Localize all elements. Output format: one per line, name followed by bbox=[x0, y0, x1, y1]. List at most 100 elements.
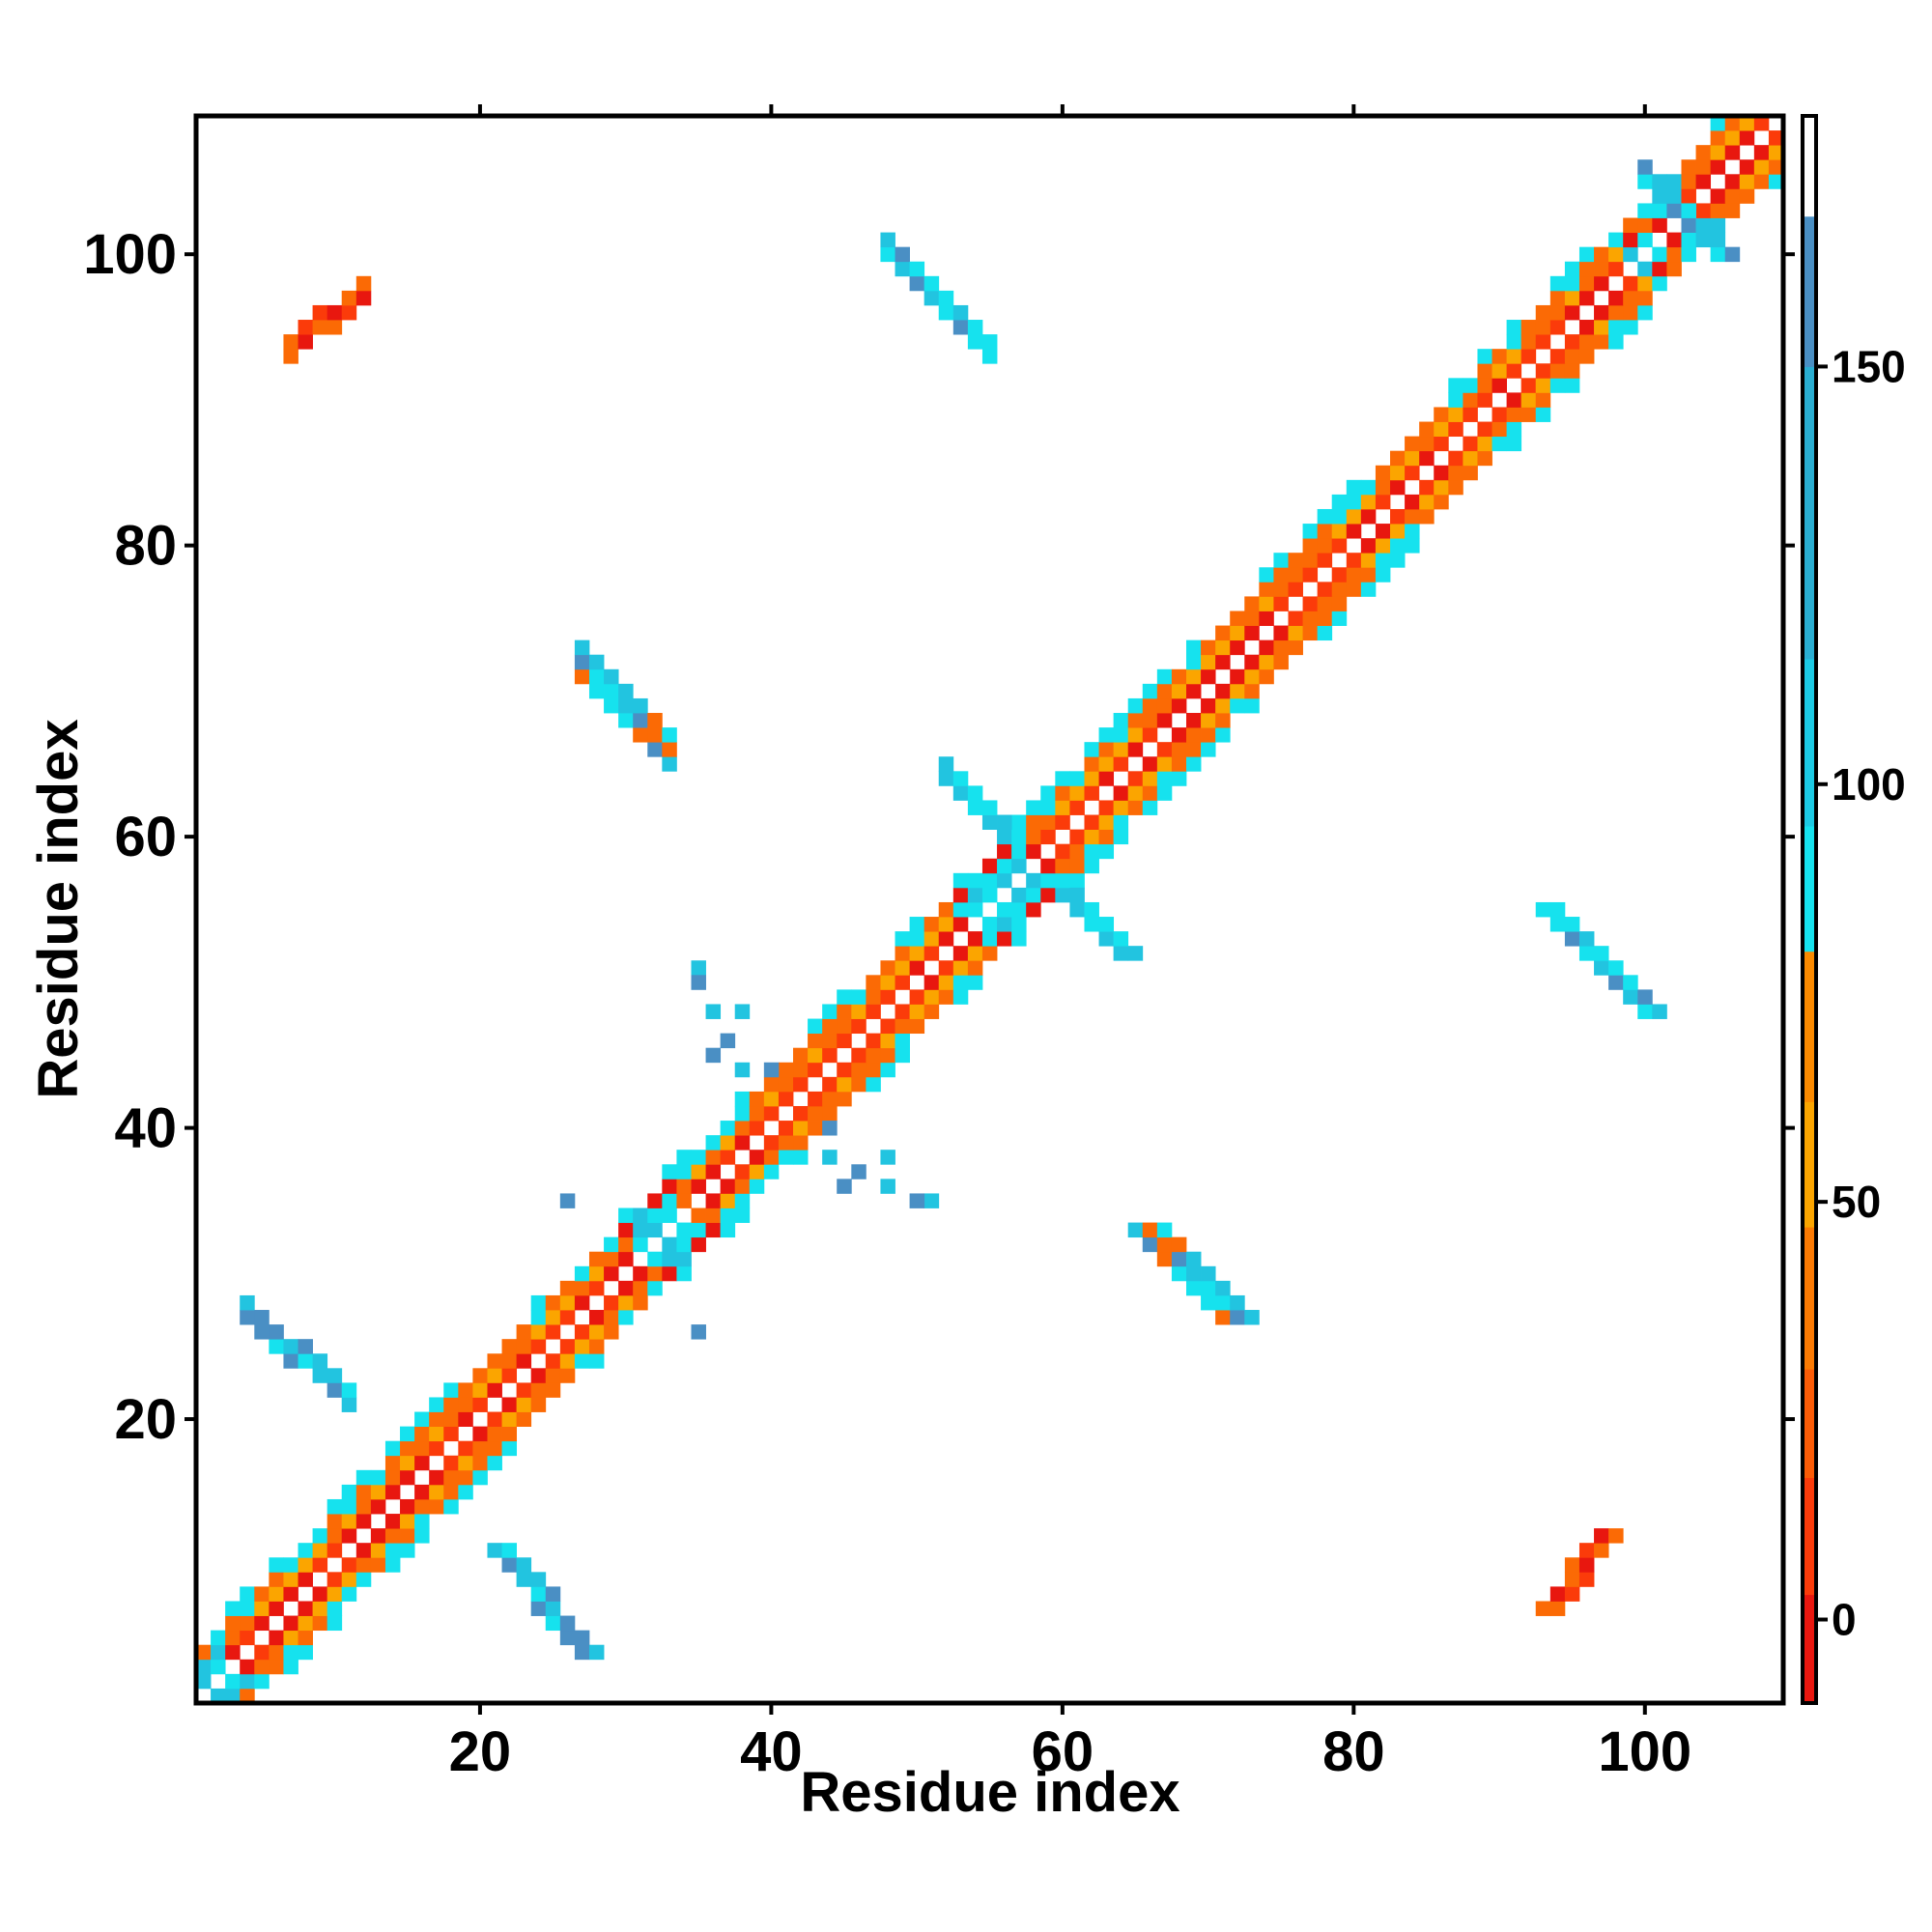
heatmap-cell bbox=[370, 1484, 386, 1500]
heatmap-cell bbox=[647, 1280, 663, 1296]
heatmap-cell bbox=[1069, 829, 1085, 845]
heatmap-cell bbox=[763, 1105, 780, 1122]
heatmap-cell bbox=[909, 931, 925, 947]
heatmap-cell bbox=[720, 1033, 736, 1049]
heatmap-cell bbox=[676, 1251, 692, 1267]
heatmap-cell bbox=[895, 1047, 910, 1064]
heatmap-cell bbox=[1652, 275, 1667, 292]
heatmap-cell bbox=[691, 1324, 706, 1340]
heatmap-cell bbox=[1652, 174, 1667, 189]
heatmap-cell bbox=[1215, 639, 1231, 656]
heatmap-cell bbox=[429, 1498, 444, 1515]
heatmap-cell bbox=[1594, 246, 1609, 263]
heatmap-cell bbox=[822, 1004, 838, 1019]
heatmap-cell bbox=[458, 1411, 473, 1427]
heatmap-cell bbox=[618, 1280, 634, 1296]
heatmap-cell bbox=[1710, 246, 1726, 263]
heatmap-cell bbox=[1302, 625, 1319, 641]
heatmap-cell bbox=[981, 858, 998, 874]
heatmap-cell bbox=[341, 1528, 357, 1544]
heatmap-cell bbox=[1448, 421, 1463, 438]
heatmap-cell bbox=[1185, 727, 1202, 743]
heatmap-cell bbox=[967, 785, 983, 801]
heatmap-cell bbox=[1492, 407, 1507, 422]
heatmap-cell bbox=[1535, 378, 1551, 393]
colorbar-band bbox=[1803, 1594, 1816, 1704]
heatmap-cell bbox=[662, 1251, 677, 1267]
heatmap-cell bbox=[254, 1644, 270, 1661]
heatmap-cell bbox=[952, 960, 969, 976]
heatmap-cell bbox=[880, 246, 895, 263]
colorbar-tick-label: 150 bbox=[1832, 341, 1906, 391]
heatmap-cell bbox=[778, 1062, 794, 1078]
heatmap-cell bbox=[1375, 524, 1391, 539]
heatmap-cell bbox=[1346, 553, 1362, 568]
heatmap-cell bbox=[530, 1397, 547, 1412]
heatmap-cell bbox=[1448, 378, 1463, 393]
heatmap-cell bbox=[895, 946, 910, 961]
heatmap-cell bbox=[211, 1659, 226, 1675]
heatmap-cell bbox=[1390, 553, 1406, 568]
heatmap-cell bbox=[384, 1528, 401, 1544]
heatmap-cell bbox=[1564, 1572, 1580, 1587]
y-axis-label: Residue index bbox=[27, 719, 90, 1098]
heatmap-cell bbox=[1549, 378, 1566, 393]
heatmap-cell bbox=[1201, 639, 1216, 656]
heatmap-cell bbox=[1637, 261, 1653, 277]
heatmap-cell bbox=[1098, 756, 1115, 772]
heatmap-cell bbox=[414, 1498, 430, 1515]
heatmap-cell bbox=[1302, 553, 1319, 568]
heatmap-cell bbox=[472, 1469, 488, 1486]
heatmap-cell bbox=[705, 1193, 722, 1208]
heatmap-cell bbox=[952, 917, 969, 932]
heatmap-cell bbox=[355, 1469, 372, 1486]
heatmap-cell bbox=[341, 1382, 357, 1398]
heatmap-cell bbox=[633, 1208, 648, 1223]
heatmap-cell bbox=[312, 320, 328, 335]
heatmap-cell bbox=[355, 1484, 372, 1500]
heatmap-cell bbox=[938, 771, 954, 786]
heatmap-cell bbox=[604, 1310, 619, 1325]
heatmap-cell bbox=[895, 931, 910, 947]
heatmap-cell bbox=[1288, 611, 1303, 626]
heatmap-cell bbox=[851, 1018, 867, 1035]
heatmap-cell bbox=[997, 901, 1012, 918]
heatmap-cell bbox=[1753, 145, 1770, 160]
heatmap-cell bbox=[1535, 392, 1551, 408]
heatmap-cell bbox=[1724, 188, 1741, 204]
heatmap-cell bbox=[633, 1236, 648, 1253]
heatmap-cell bbox=[298, 1339, 313, 1354]
heatmap-cell bbox=[384, 1469, 401, 1486]
heatmap-cell bbox=[1156, 668, 1173, 685]
heatmap-cell bbox=[837, 1004, 852, 1019]
heatmap-cell bbox=[793, 1047, 809, 1064]
heatmap-cell bbox=[866, 1047, 881, 1064]
heatmap-cell bbox=[880, 989, 895, 1005]
heatmap-cell bbox=[938, 290, 954, 306]
heatmap-cell bbox=[923, 917, 940, 932]
heatmap-cell bbox=[1608, 290, 1624, 306]
heatmap-cell bbox=[1142, 756, 1158, 772]
heatmap-cell bbox=[269, 1557, 284, 1573]
heatmap-cell bbox=[384, 1440, 401, 1457]
heatmap-cell bbox=[355, 1543, 372, 1558]
heatmap-cell bbox=[1695, 203, 1712, 218]
heatmap-cell bbox=[1463, 436, 1478, 452]
heatmap-cell bbox=[269, 1324, 284, 1340]
heatmap-cell bbox=[720, 1150, 736, 1165]
heatmap-cell bbox=[1695, 174, 1712, 189]
heatmap-cell bbox=[1011, 829, 1027, 845]
heatmap-cell bbox=[808, 1062, 823, 1078]
heatmap-cell bbox=[880, 960, 895, 976]
heatmap-cell bbox=[1448, 479, 1463, 496]
heatmap-cell bbox=[1069, 800, 1085, 815]
heatmap-cell bbox=[1331, 567, 1348, 582]
heatmap-cell bbox=[1215, 654, 1231, 670]
heatmap-cell bbox=[1506, 407, 1522, 422]
heatmap-cell bbox=[574, 1630, 590, 1646]
heatmap-cell bbox=[1608, 334, 1624, 350]
heatmap-cell bbox=[384, 1557, 401, 1573]
heatmap-cell bbox=[1419, 479, 1435, 496]
heatmap-cell bbox=[283, 1615, 298, 1632]
heatmap-cell bbox=[1244, 668, 1260, 685]
